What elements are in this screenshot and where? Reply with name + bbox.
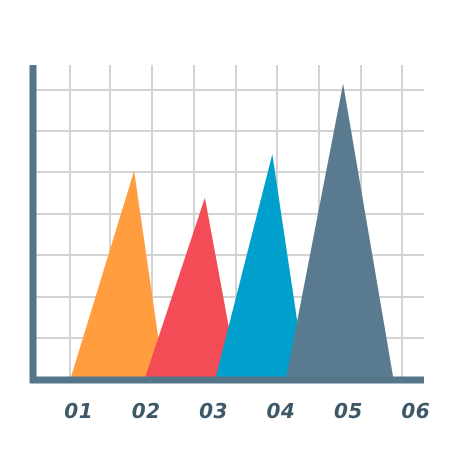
x-tick-label: 04 — [267, 399, 296, 423]
series-triangle-2 — [144, 197, 239, 380]
x-tick-label: 02 — [132, 399, 161, 423]
series-triangle-4 — [285, 83, 394, 381]
x-tick-label: 06 — [401, 399, 430, 423]
x-tick-labels: 01 02 03 04 05 06 — [64, 399, 430, 423]
series-triangle-3 — [215, 154, 307, 380]
series-group — [70, 83, 394, 381]
series-triangle-1 — [70, 170, 165, 380]
axes — [29, 65, 424, 384]
x-tick-label: 05 — [334, 399, 363, 423]
x-tick-label: 03 — [199, 399, 228, 423]
x-tick-label: 01 — [64, 399, 93, 423]
